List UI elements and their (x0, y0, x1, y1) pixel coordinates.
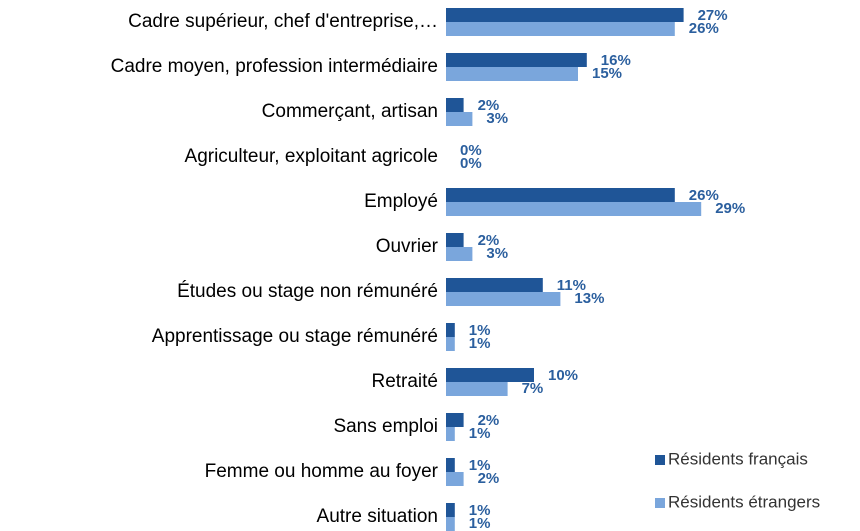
bar (446, 503, 455, 517)
value-label: 1% (469, 457, 491, 474)
value-label: 0% (460, 155, 482, 172)
legend-label: Résidents étrangers (668, 492, 820, 511)
bar (446, 188, 675, 202)
value-label: 27% (698, 7, 728, 24)
category-label: Employé (364, 191, 438, 212)
category-label: Ouvrier (376, 236, 439, 257)
bar (446, 382, 508, 396)
bar (446, 112, 473, 126)
bar (446, 8, 684, 22)
category-label: Agriculteur, exploitant agricole (185, 146, 438, 167)
value-label: 1% (469, 335, 491, 352)
bar (446, 67, 578, 81)
value-label: 10% (548, 367, 578, 384)
category-label: Cadre supérieur, chef d'entreprise,… (128, 11, 438, 32)
bar (446, 292, 561, 306)
value-label: 1% (469, 502, 491, 519)
category-label: Études ou stage non rémunéré (177, 281, 438, 302)
value-label: 0% (460, 142, 482, 159)
value-label: 11% (557, 277, 586, 294)
bar (446, 98, 464, 112)
bar (446, 202, 702, 216)
bar (446, 337, 455, 351)
bar (446, 278, 543, 292)
legend-swatch (655, 455, 665, 465)
value-label: 16% (601, 52, 631, 69)
category-label: Sans emploi (333, 416, 438, 437)
value-label: 3% (486, 245, 508, 262)
bar (446, 368, 534, 382)
bar (446, 413, 464, 427)
category-label: Cadre moyen, profession intermédiaire (111, 56, 438, 77)
value-label: 26% (689, 20, 719, 37)
bar (446, 427, 455, 441)
bar (446, 472, 464, 486)
bar (446, 22, 675, 36)
value-label: 1% (469, 322, 491, 339)
bar (446, 233, 464, 247)
value-label: 3% (486, 110, 508, 127)
value-label: 1% (469, 515, 491, 531)
bar (446, 517, 455, 531)
category-label: Apprentissage ou stage rémunéré (152, 326, 438, 347)
bar (446, 53, 587, 67)
legend-swatch (655, 498, 665, 508)
value-label: 2% (478, 97, 500, 114)
value-label: 26% (689, 187, 719, 204)
value-label: 2% (478, 412, 500, 429)
value-label: 7% (522, 380, 544, 397)
bar (446, 458, 455, 472)
legend-label: Résidents français (668, 449, 808, 468)
category-label: Commerçant, artisan (262, 101, 438, 122)
category-label: Autre situation (317, 506, 438, 527)
bar (446, 247, 473, 261)
value-label: 13% (574, 290, 604, 307)
bar (446, 323, 455, 337)
value-label: 15% (592, 65, 622, 82)
value-label: 29% (715, 200, 745, 217)
value-label: 2% (478, 470, 500, 487)
value-label: 1% (469, 425, 491, 442)
category-label: Retraité (371, 371, 438, 392)
category-label: Femme ou homme au foyer (205, 461, 439, 482)
value-label: 2% (478, 232, 500, 249)
